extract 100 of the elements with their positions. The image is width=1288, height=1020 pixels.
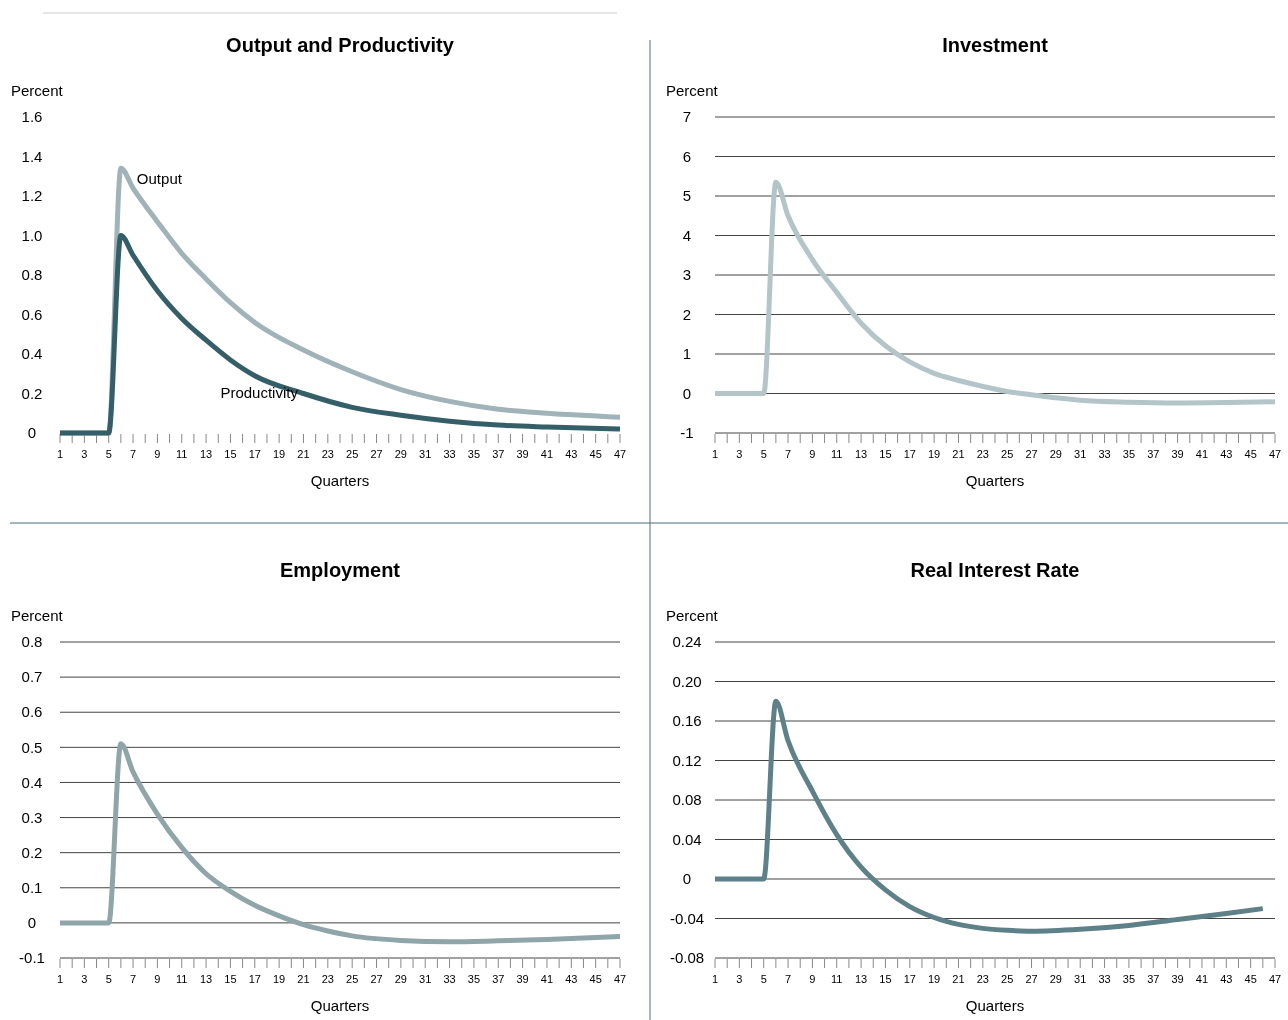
x-tick-label: 47 [613,448,627,460]
x-tick-label: 3 [736,448,743,460]
y-tick-label: 1.0 [21,226,43,244]
y-tick-label: 0.04 [672,830,702,848]
y-tick-label: 3 [682,266,692,284]
x-tick-label: 39 [516,448,529,460]
x-tick-label: 31 [1074,448,1087,460]
y-tick-label: 0.2 [21,843,43,861]
y-axis-title: Percent [666,607,719,624]
x-tick-label: 25 [1001,448,1014,460]
x-tick-label: 23 [976,448,989,460]
y-tick-label: 5 [682,187,692,205]
x-tick-label: 47 [1268,448,1282,460]
x-tick-label: 45 [589,448,602,460]
x-tick-label: 43 [1220,448,1233,460]
x-tick-label: 37 [492,973,505,985]
y-tick-label: -0.1 [19,949,45,967]
x-tick-label: 19 [928,973,941,985]
x-tick-label: 41 [540,448,554,460]
x-tick-label: 11 [176,448,188,460]
y-axis-title: Percent [666,82,719,99]
x-tick-label: 21 [952,973,965,985]
x-tick-label: 9 [809,973,816,985]
y-tick-label: 0.5 [21,738,43,756]
x-tick-label: 33 [1098,973,1111,985]
x-tick-label: 39 [1171,973,1184,985]
x-tick-label: 5 [105,448,112,460]
x-tick-label: 43 [1220,973,1233,985]
chart-title: Real Interest Rate [910,559,1080,581]
y-tick-label: 0.7 [21,668,43,686]
x-tick-label: 25 [346,448,359,460]
x-tick-label: 19 [928,448,941,460]
x-tick-label: 17 [248,448,261,460]
x-tick-label: 33 [443,448,456,460]
x-tick-label: 15 [224,448,237,460]
x-tick-label: 13 [854,448,868,460]
x-tick-label: 5 [760,448,767,460]
x-tick-label: 33 [443,973,456,985]
x-tick-label: 31 [419,973,432,985]
y-tick-label: 1.2 [21,187,43,205]
x-tick-label: 5 [105,973,112,985]
x-tick-label: 23 [976,973,989,985]
x-tick-label: 3 [736,973,743,985]
x-tick-label: 45 [1244,973,1257,985]
x-tick-label: 45 [589,973,602,985]
x-tick-label: 1 [56,973,64,985]
y-tick-label: -1 [680,424,694,442]
x-axis-title: Quarters [310,997,370,1014]
x-tick-label: 21 [952,448,965,460]
x-tick-label: 39 [516,973,529,985]
x-tick-label: 19 [273,973,286,985]
x-tick-label: 43 [565,448,578,460]
chart-title: Output and Productivity [226,34,455,56]
x-tick-label: 47 [613,973,627,985]
x-tick-label: 43 [565,973,578,985]
x-tick-label: 3 [81,448,88,460]
x-tick-label: 19 [273,448,286,460]
y-tick-label: 0 [682,384,692,402]
x-tick-label: 45 [1244,448,1257,460]
x-tick-label: 25 [1001,973,1014,985]
y-tick-label: 0.6 [21,305,43,323]
y-tick-label: 0 [27,424,37,442]
x-tick-label: 41 [1195,973,1209,985]
x-tick-label: 5 [760,973,767,985]
x-tick-label: 11 [831,973,843,985]
y-tick-label: 0.8 [21,633,43,651]
y-tick-label: 0 [682,870,692,888]
x-tick-label: 25 [346,973,359,985]
y-tick-label: 0.4 [21,345,43,363]
x-tick-label: 27 [370,448,383,460]
x-tick-label: 23 [321,973,334,985]
x-tick-label: 21 [297,973,310,985]
y-tick-label: 4 [682,226,692,244]
x-tick-label: 35 [1122,448,1136,460]
x-tick-label: 17 [903,973,916,985]
x-tick-label: 35 [1122,973,1136,985]
x-tick-label: 35 [467,973,481,985]
x-tick-label: 3 [81,973,88,985]
x-tick-label: 13 [854,973,868,985]
x-tick-label: 17 [248,973,261,985]
x-tick-label: 15 [224,973,237,985]
x-tick-label: 33 [1098,448,1111,460]
x-tick-label: 7 [129,448,137,460]
x-tick-label: 1 [711,973,719,985]
x-tick-label: 47 [1268,973,1282,985]
y-axis-title: Percent [11,82,64,99]
x-tick-label: 15 [879,973,892,985]
y-tick-label: 6 [682,147,692,165]
x-tick-label: 9 [154,448,161,460]
x-tick-label: 1 [711,448,719,460]
x-tick-label: 13 [199,448,213,460]
y-tick-label: 0.8 [21,266,43,284]
y-tick-label: 0.12 [672,751,702,769]
series-label: Productivity [220,383,299,401]
x-tick-label: 37 [492,448,505,460]
x-tick-label: 27 [370,973,383,985]
series-label: Output [136,170,183,188]
y-tick-label: 0 [27,914,37,932]
x-tick-label: 23 [321,448,334,460]
x-axis-title: Quarters [965,997,1025,1014]
